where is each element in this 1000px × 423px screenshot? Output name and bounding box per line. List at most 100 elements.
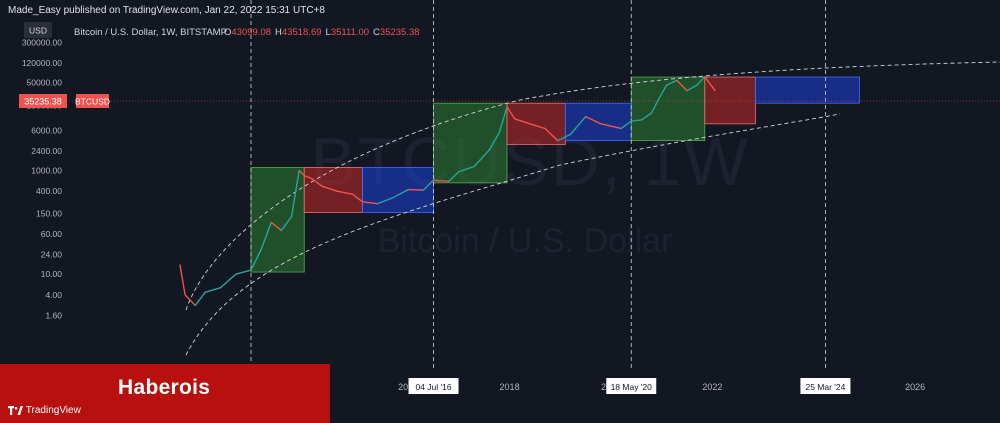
blue-cycle-box xyxy=(755,76,860,104)
series-segment xyxy=(260,221,272,251)
series-segment xyxy=(336,190,354,195)
y-tick-label: 60.00 xyxy=(41,229,63,239)
series-segment xyxy=(658,84,668,99)
series-segment xyxy=(544,127,559,142)
x-marker-box xyxy=(800,378,851,394)
series-segment xyxy=(620,120,632,130)
series-segment xyxy=(235,269,252,275)
series-segment xyxy=(569,115,587,136)
tradingview-label: TradingView xyxy=(25,405,81,416)
symbol-tag-label: BTCUSD xyxy=(75,97,110,107)
y-tick-label: 1000.00 xyxy=(31,166,62,176)
series-segment xyxy=(630,119,643,122)
series-segment xyxy=(696,75,706,86)
brand-banner: Haberois TradingView xyxy=(0,364,330,423)
red-cycle-box xyxy=(506,102,566,145)
series-segment xyxy=(650,97,660,114)
x-tick-label: 2026 xyxy=(905,382,925,392)
series-segment xyxy=(432,179,450,183)
series-segment xyxy=(351,193,364,203)
series-segment xyxy=(584,115,602,125)
series-segment xyxy=(686,84,698,92)
ohlc-low-label: L xyxy=(326,27,331,38)
x-tick-label: 2018 xyxy=(500,382,520,392)
symbol-description: Bitcoin / U.S. Dollar, 1W, BITSTAMP xyxy=(74,27,227,38)
series-segment xyxy=(407,188,425,191)
y-tick-label: 300000.00 xyxy=(22,37,62,47)
symbol-header: Bitcoin / U.S. Dollar, 1W, BITSTAMP O430… xyxy=(74,27,420,38)
price-axis[interactable]: USD 300000.00120000.0050000.0018000.0060… xyxy=(19,22,110,320)
series-segment xyxy=(392,188,409,199)
series-segment xyxy=(361,201,379,205)
series-segment xyxy=(290,169,300,218)
y-tick-label: 4.00 xyxy=(45,290,62,300)
series-segment xyxy=(250,248,262,271)
series-segment xyxy=(529,123,546,130)
ohlc-close-label: C xyxy=(373,27,380,38)
upper-channel-curve xyxy=(185,61,1000,311)
symbol-tag xyxy=(76,94,109,108)
series-segment xyxy=(298,169,305,177)
ohlc-high-value: 43518.69 xyxy=(282,27,322,38)
channel-curves xyxy=(185,61,1000,356)
series-segment xyxy=(600,123,622,130)
y-tick-labels: 300000.00120000.0050000.0018000.006000.0… xyxy=(22,37,62,320)
publish-info: Made_Easy published on TradingView.com, … xyxy=(8,5,325,16)
last-price-tag xyxy=(19,94,67,108)
series-segment xyxy=(311,177,323,187)
y-tick-label: 2400.00 xyxy=(31,146,62,156)
price-series xyxy=(179,75,716,307)
red-cycle-box xyxy=(704,76,756,125)
series-segment xyxy=(458,165,475,173)
series-segment xyxy=(280,215,293,232)
series-segment xyxy=(473,149,490,168)
series-segment xyxy=(377,196,394,205)
y-tick-label: 24.00 xyxy=(41,250,63,260)
brand-name: Haberois xyxy=(118,376,211,399)
x-marker-box xyxy=(408,378,459,394)
x-marker-label: 04 Jul '16 xyxy=(415,382,451,392)
y-tick-label: 400.00 xyxy=(36,186,62,196)
series-segment xyxy=(219,273,237,289)
x-marker-label: 25 Mar '24 xyxy=(805,382,845,392)
series-segment xyxy=(666,79,678,86)
series-segment xyxy=(194,291,207,307)
y-tick-label: 50000.00 xyxy=(27,78,63,88)
series-segment xyxy=(513,118,531,125)
series-segment xyxy=(557,133,572,142)
currency-badge[interactable] xyxy=(24,22,52,38)
series-segment xyxy=(704,75,716,92)
series-segment xyxy=(184,294,196,307)
ohlc-high-label: H xyxy=(275,27,282,38)
tradingview-logo-icon xyxy=(8,406,23,415)
x-tick-label: 2022 xyxy=(702,382,722,392)
y-tick-label: 120000.00 xyxy=(22,58,62,68)
y-tick-label: 6000.00 xyxy=(31,125,62,135)
series-segment xyxy=(303,174,313,180)
lower-channel-curve xyxy=(185,113,841,356)
watermark-description: Bitcoin / U.S. Dollar xyxy=(378,222,673,260)
ohlc-close-value: 35235.38 xyxy=(380,27,420,38)
x-marker-box xyxy=(606,378,657,394)
green-cycle-box xyxy=(433,102,508,184)
series-segment xyxy=(506,106,516,120)
series-segment xyxy=(676,79,688,92)
y-tick-label: 10.00 xyxy=(41,269,63,279)
series-segment xyxy=(204,286,222,293)
series-segment xyxy=(422,179,435,191)
cycle-marker-lines xyxy=(250,0,826,370)
series-segment xyxy=(179,264,186,296)
ohlc-open-value: 43099.08 xyxy=(231,27,271,38)
y-tick-label: 1.60 xyxy=(45,310,62,320)
tradingview-footer[interactable]: TradingView xyxy=(8,405,81,416)
ohlc-open-label: O xyxy=(224,27,231,38)
y-tick-label: 150.00 xyxy=(36,208,62,218)
series-segment xyxy=(448,171,460,183)
series-segment xyxy=(498,106,508,133)
series-segment xyxy=(321,185,338,192)
x-marker-label: 18 May '20 xyxy=(611,382,653,392)
series-segment xyxy=(640,112,653,121)
ohlc-values: O43099.08 H43518.69 L35111.00 C35235.38 xyxy=(224,27,420,38)
last-price-value: 35235.38 xyxy=(24,97,62,107)
